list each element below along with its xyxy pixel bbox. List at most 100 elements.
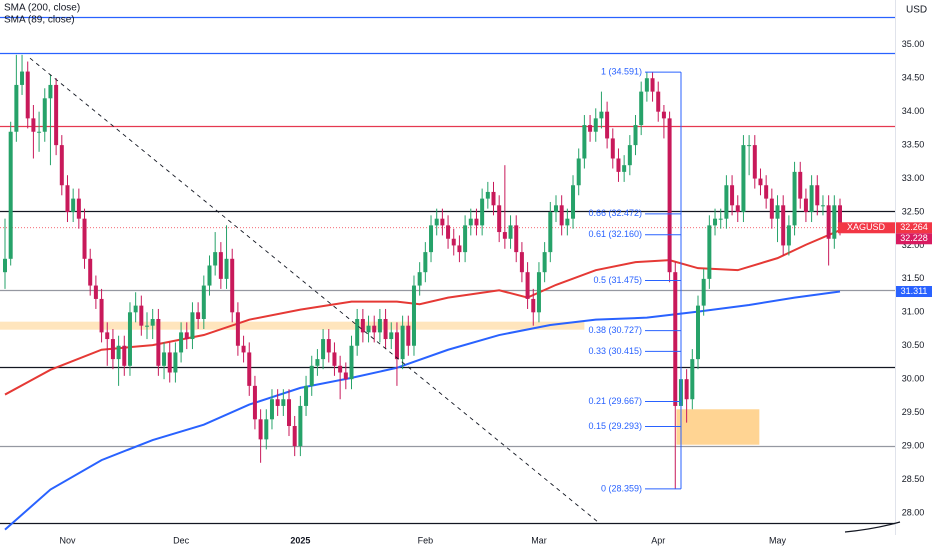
symbol-label: XAGUSD xyxy=(847,222,886,232)
y-tick-label: 32.50 xyxy=(902,206,925,216)
candle-body xyxy=(468,218,473,226)
candle-body xyxy=(656,91,661,112)
candle-body xyxy=(48,84,53,99)
y-tick-label: 28.50 xyxy=(902,474,925,484)
candle-body xyxy=(400,325,405,360)
candle-body xyxy=(792,171,797,226)
candle-body xyxy=(485,191,490,199)
price-tag xyxy=(896,222,932,234)
fib-label: 1 (34.591) xyxy=(601,67,642,77)
candle-body xyxy=(508,225,513,239)
candle-body xyxy=(633,125,638,146)
fib-label: 0.5 (31.475) xyxy=(593,275,642,285)
price-tag xyxy=(896,233,932,245)
x-tick-label: Mar xyxy=(531,535,547,545)
candle-body xyxy=(213,252,218,266)
fib-label: 0.33 (30.415) xyxy=(588,346,642,356)
candle-body xyxy=(497,205,502,233)
candle-body xyxy=(724,185,729,219)
candle-body xyxy=(218,252,223,279)
candle-body xyxy=(820,205,825,207)
candle-body xyxy=(553,205,558,212)
zone xyxy=(0,321,585,330)
candle-body xyxy=(167,352,172,373)
candle-body xyxy=(695,305,700,360)
candle-body xyxy=(650,78,655,92)
candle-body xyxy=(269,399,274,420)
y-tick-label: 31.50 xyxy=(902,273,925,283)
candle-body xyxy=(42,98,47,132)
candle-body xyxy=(616,158,621,172)
candle-body xyxy=(25,71,30,119)
candle-body xyxy=(559,205,564,226)
fib-label: 0.21 (29.667) xyxy=(588,396,642,406)
candle-body xyxy=(576,158,581,186)
y-tick-label: 30.50 xyxy=(902,340,925,350)
candle-body xyxy=(82,218,87,259)
y-tick-label: 29.00 xyxy=(902,440,925,450)
candle-body xyxy=(502,232,507,239)
x-tick-label: Apr xyxy=(651,535,665,545)
candle-body xyxy=(139,305,144,326)
candle-body xyxy=(781,205,786,246)
x-tick-label: May xyxy=(769,535,787,545)
candle-body xyxy=(451,238,456,246)
candle-body xyxy=(309,365,314,386)
candle-body xyxy=(599,111,604,119)
candle-body xyxy=(667,118,672,273)
price-tag-label: 32.264 xyxy=(900,222,928,232)
candle-body xyxy=(366,325,371,333)
candle-body xyxy=(747,145,752,147)
candle-body xyxy=(355,318,360,346)
candle-body xyxy=(184,332,189,340)
axis-unit: USD xyxy=(906,5,927,16)
candle-body xyxy=(798,171,803,199)
candle-body xyxy=(582,125,587,159)
candle-body xyxy=(588,125,593,132)
candle-body xyxy=(76,198,81,219)
candle-body xyxy=(446,225,451,239)
fib-label: 0.66 (32.472) xyxy=(588,208,642,218)
x-tick-label: Dec xyxy=(173,535,190,545)
candle-body xyxy=(281,399,286,406)
candle-body xyxy=(3,258,7,273)
candle-body xyxy=(264,419,269,440)
candle-body xyxy=(480,198,485,226)
x-tick-label: Feb xyxy=(418,535,434,545)
candle-body xyxy=(758,178,763,186)
candle-body xyxy=(429,225,434,253)
candle-body xyxy=(423,252,428,273)
candle-body xyxy=(440,218,445,226)
candle-body xyxy=(434,218,439,226)
candle-body xyxy=(531,298,536,313)
candle-body xyxy=(156,318,161,366)
candle-body xyxy=(826,205,831,239)
sma-line xyxy=(4,290,841,531)
candle-body xyxy=(224,258,229,279)
candle-body xyxy=(71,198,76,212)
y-tick-label: 32.00 xyxy=(902,240,925,250)
candle-body xyxy=(571,185,576,219)
candle-body xyxy=(474,218,479,226)
candle-body xyxy=(610,138,615,159)
fib-label: 0.15 (29.293) xyxy=(588,421,642,431)
candle-body xyxy=(730,185,735,206)
candle-body xyxy=(372,325,377,333)
candle-body xyxy=(661,111,666,119)
candle-body xyxy=(338,365,343,373)
candle-body xyxy=(59,145,64,186)
candle-body xyxy=(803,198,808,212)
candle-body xyxy=(741,145,746,212)
candle-body xyxy=(162,352,167,366)
candle-body xyxy=(179,332,184,353)
candle-body xyxy=(127,312,132,366)
candle-body xyxy=(349,345,354,380)
candle-body xyxy=(275,399,280,406)
fib-label: 0.61 (32.160) xyxy=(588,229,642,239)
candle-body xyxy=(832,205,837,239)
x-tick-label: Nov xyxy=(59,535,76,545)
candle-body xyxy=(122,345,127,366)
candle-body xyxy=(93,285,98,299)
